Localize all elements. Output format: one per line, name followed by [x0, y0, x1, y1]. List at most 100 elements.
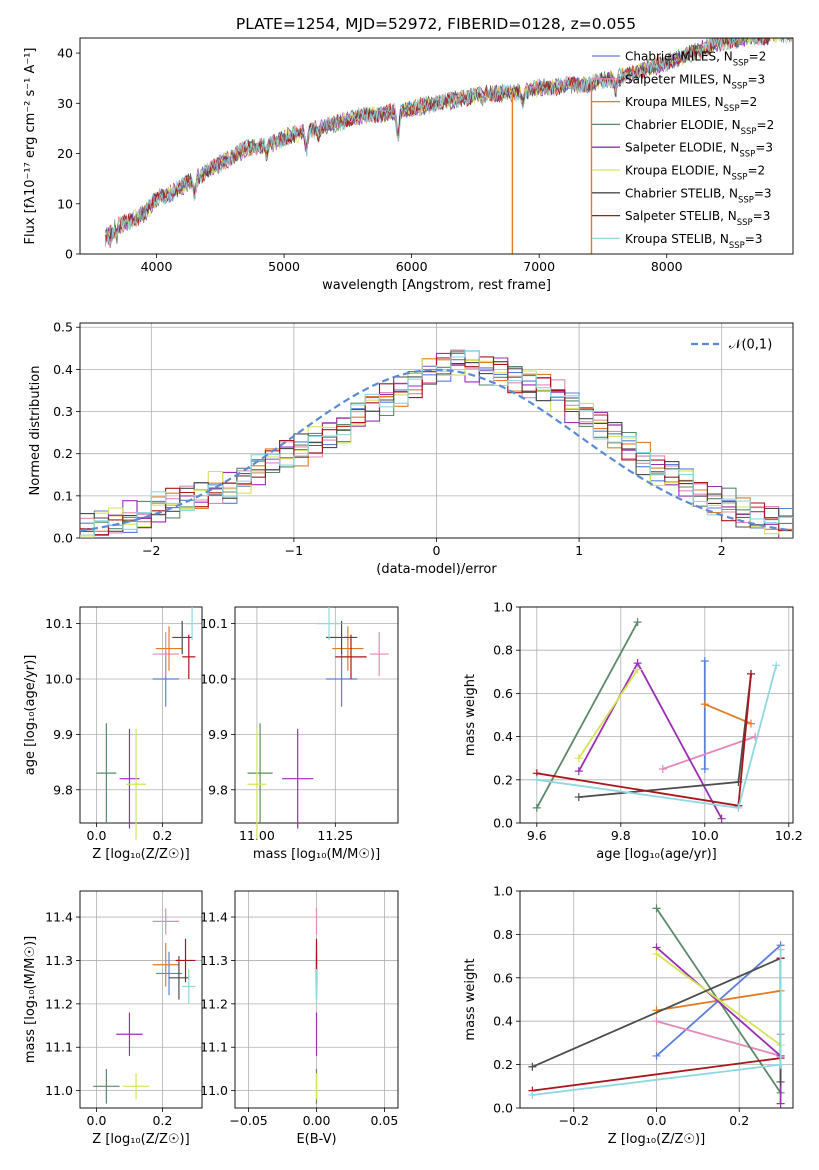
error-point-salpeter-miles [152, 908, 179, 935]
x-tick-label: 0.2 [152, 1113, 172, 1128]
error-point-salpeter-elodie [282, 728, 314, 829]
x-tick-label: 0.0 [647, 1113, 667, 1128]
y-axis-label: Flux [fλ10⁻¹⁷ erg cm⁻² s⁻¹ A⁻¹] [23, 48, 38, 245]
x-tick-label: −1 [285, 543, 303, 558]
legend-label: Chabrier MILES, NSSP=2 [625, 50, 766, 69]
weight-marker [574, 793, 583, 802]
error-point-kroupa-stelib [185, 607, 199, 641]
legend-label: 𝒩(0,1) [729, 338, 772, 353]
x-tick-label: 4000 [141, 259, 173, 274]
y-tick-label: 9.9 [53, 727, 73, 742]
weight-line-salpeter-stelib [532, 669, 755, 810]
y-tick-label: 20 [57, 146, 73, 161]
error-point-chabrier-miles [325, 651, 358, 707]
axes-frame [79, 37, 794, 255]
y-tick-label: 11.3 [200, 953, 228, 968]
legend-label: Kroupa STELIB, NSSP=3 [625, 232, 763, 251]
y-tick-label: 9.8 [53, 782, 73, 797]
y-axis-label: mass [log₁₀(M/M☉)] [23, 936, 38, 1063]
histogram-chabrier-stelib [80, 352, 793, 538]
y-tick-label: 0.2 [53, 446, 73, 461]
y-tick-label: 11.1 [45, 1040, 73, 1055]
x-tick-label: 9.8 [611, 828, 631, 843]
x-tick-label: 0 [433, 543, 441, 558]
axes-frame [519, 606, 794, 824]
y-axis-label: mass weight [463, 958, 478, 1040]
x-tick-label: 5000 [268, 259, 300, 274]
x-tick-label: −2 [142, 543, 160, 558]
legend: Chabrier MILES, NSSP=2 Salpeter MILES, NS… [592, 50, 774, 251]
weight-line-path [704, 703, 752, 725]
y-tick-label: 1.0 [493, 884, 513, 899]
y-tick-label: 11.0 [200, 1083, 228, 1098]
y-tick-label: 0.5 [53, 320, 73, 335]
y-tick-label: 10.0 [200, 672, 228, 687]
weight-marker [532, 803, 541, 812]
panel-residuals: −2 −1 0 1 2 0.0 0.1 0.2 0.3 0.4 0.5 (data-model)/er… [28, 320, 794, 577]
x-tick-label: 9.6 [527, 828, 547, 843]
error-point-salpeter-elodie [116, 1012, 143, 1056]
error-point-kroupa-miles [152, 943, 179, 987]
x-tick-label: 0.05 [370, 1113, 398, 1128]
axes-frame [234, 890, 399, 1109]
x-axis-label: age [log₁₀(age/yr)] [596, 847, 717, 862]
x-axis-label: mass [log₁₀(M/M☉)] [253, 847, 380, 862]
weight-marker [528, 1090, 537, 1099]
weight-marker [776, 1099, 785, 1108]
x-tick-label: 10.2 [775, 828, 803, 843]
legend-label: Salpeter MILES, NSSP=3 [625, 72, 765, 91]
weight-line-path [655, 953, 782, 1046]
x-axis-label: Z [log₁₀(Z/Z☉)] [608, 1132, 705, 1147]
x-tick-label: 2 [718, 543, 726, 558]
y-tick-label: 9.9 [208, 727, 228, 742]
y-tick-label: 11.4 [45, 910, 73, 925]
y-tick-label: 0.2 [493, 1057, 513, 1072]
weight-marker [633, 618, 642, 627]
y-axis-label: age [log₁₀(age/yr)] [23, 655, 38, 776]
weight-marker [633, 665, 642, 674]
error-point-salpeter-miles [152, 631, 179, 677]
y-tick-label: 1.0 [493, 600, 513, 615]
y-tick-label: 0.3 [53, 404, 73, 419]
weight-line-kroupa-stelib [532, 661, 781, 812]
legend-label: Salpeter STELIB, NSSP=3 [625, 209, 770, 228]
x-tick-label: 0.2 [729, 1113, 749, 1128]
error-point-chabrier-elodie [96, 723, 117, 823]
error-point-chabrier-miles [155, 951, 183, 996]
x-tick-label: 0.0 [87, 1113, 107, 1128]
weight-marker [652, 1051, 661, 1060]
axes-frame [519, 890, 794, 1109]
y-tick-label: 0.8 [493, 927, 513, 942]
error-point-kroupa-miles [332, 626, 364, 671]
error-point-salpeter-stelib [335, 634, 367, 679]
error-point-salpeter-miles [369, 631, 389, 677]
x-tick-label: −0.2 [559, 1113, 589, 1128]
weight-marker [658, 765, 667, 773]
error-point-kroupa-stelib [182, 969, 196, 1004]
y-tick-label: 0.4 [53, 362, 73, 377]
legend-label: Kroupa ELODIE, NSSP=2 [625, 164, 765, 183]
legend-label: Salpeter ELODIE, NSSP=3 [625, 141, 773, 160]
y-tick-label: 11.2 [45, 996, 73, 1011]
y-tick-label: 30 [57, 96, 73, 111]
weight-marker [747, 719, 755, 728]
error-point-salpeter-stelib [182, 634, 196, 679]
y-tick-label: 11.3 [45, 953, 73, 968]
y-tick-label: 0.8 [493, 643, 513, 658]
error-point-kroupa-elodie [247, 728, 267, 840]
weight-marker [574, 767, 583, 776]
weight-line-kroupa-stelib [528, 945, 785, 1099]
spectrum-line-kroupa-stelib [105, 38, 793, 246]
y-tick-label: 10.0 [45, 672, 73, 687]
x-tick-label: 11.25 [317, 828, 353, 843]
weight-line-path [578, 669, 639, 759]
histograms [80, 349, 793, 538]
error-point-kroupa-elodie [126, 728, 146, 840]
weight-line-path [536, 621, 639, 809]
x-tick-label: 10.0 [691, 828, 719, 843]
weight-marker [776, 1060, 785, 1069]
weight-marker [734, 803, 743, 812]
x-axis-label: wavelength [Angstrom, rest frame] [322, 278, 551, 293]
x-tick-label: 0.2 [152, 828, 172, 843]
